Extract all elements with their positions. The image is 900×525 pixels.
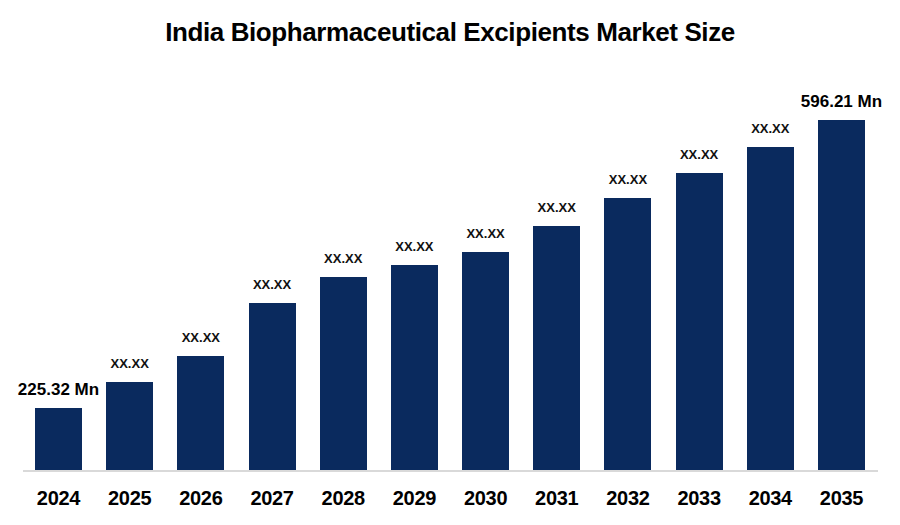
bar-chart: India Biopharmaceutical Excipients Marke… [0, 0, 900, 525]
bar-2028 [320, 277, 367, 470]
plot-area: 225.32 Mn2024XX.XX2025XX.XX2026XX.XX2027… [0, 0, 900, 525]
bar-2029 [391, 265, 438, 470]
x-axis-line [23, 470, 878, 472]
bar-2032 [604, 198, 651, 470]
bar-2024 [35, 408, 82, 470]
bar-2027 [249, 303, 296, 470]
bar-2026 [177, 356, 224, 470]
bar-2031 [533, 226, 580, 470]
x-tick-label-2035: 2035 [796, 487, 886, 510]
bar-2025 [106, 382, 153, 470]
bar-2030 [462, 252, 509, 470]
bar-value-label-2035: 596.21 Mn [771, 92, 900, 112]
bar-2035 [818, 120, 865, 470]
bar-2034 [747, 147, 794, 470]
bar-2033 [676, 173, 723, 470]
